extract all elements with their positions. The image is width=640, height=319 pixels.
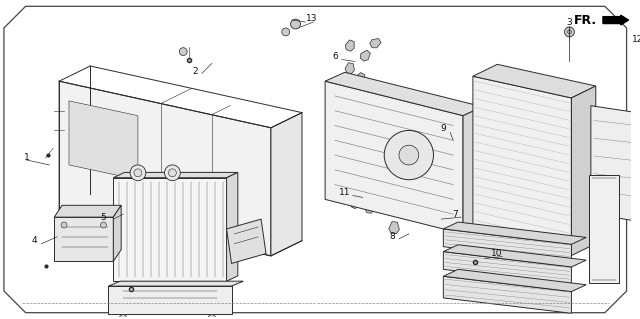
- Circle shape: [634, 46, 640, 54]
- Text: 1: 1: [24, 152, 29, 161]
- Polygon shape: [325, 72, 483, 116]
- Circle shape: [208, 315, 216, 319]
- Text: 2: 2: [192, 67, 198, 76]
- Text: 13: 13: [305, 14, 317, 23]
- Circle shape: [282, 28, 290, 36]
- Polygon shape: [463, 107, 483, 234]
- Text: 9: 9: [440, 124, 446, 133]
- Polygon shape: [227, 172, 238, 281]
- Polygon shape: [346, 40, 354, 51]
- Circle shape: [168, 169, 177, 177]
- Polygon shape: [108, 286, 232, 314]
- Polygon shape: [473, 76, 572, 256]
- Text: 12: 12: [632, 35, 640, 44]
- Polygon shape: [69, 101, 138, 180]
- Polygon shape: [108, 281, 243, 286]
- Text: 7: 7: [452, 210, 458, 219]
- Text: 4: 4: [31, 236, 37, 245]
- Circle shape: [384, 130, 433, 180]
- Polygon shape: [54, 205, 121, 217]
- Polygon shape: [362, 188, 371, 198]
- FancyArrow shape: [603, 15, 628, 25]
- Polygon shape: [444, 269, 586, 292]
- Circle shape: [119, 315, 127, 319]
- Polygon shape: [473, 64, 596, 98]
- Polygon shape: [424, 212, 433, 224]
- Polygon shape: [113, 178, 227, 281]
- Polygon shape: [365, 203, 374, 213]
- Polygon shape: [59, 81, 271, 256]
- Circle shape: [568, 30, 572, 34]
- Text: 10: 10: [491, 249, 502, 258]
- Polygon shape: [351, 198, 359, 209]
- Text: 8: 8: [389, 232, 395, 241]
- Polygon shape: [271, 113, 302, 256]
- Polygon shape: [345, 63, 355, 74]
- Polygon shape: [355, 72, 365, 84]
- Bar: [589, 175, 619, 283]
- Circle shape: [134, 169, 142, 177]
- Text: 3: 3: [566, 18, 572, 26]
- Circle shape: [470, 242, 480, 252]
- Circle shape: [564, 27, 574, 37]
- Circle shape: [61, 222, 67, 228]
- Circle shape: [179, 48, 187, 56]
- Polygon shape: [419, 111, 468, 145]
- Polygon shape: [444, 245, 586, 267]
- Circle shape: [473, 245, 477, 249]
- Circle shape: [291, 19, 301, 29]
- Polygon shape: [444, 276, 572, 313]
- Polygon shape: [444, 222, 586, 244]
- Polygon shape: [227, 219, 266, 263]
- Text: 6: 6: [332, 52, 338, 61]
- Polygon shape: [591, 106, 640, 221]
- Polygon shape: [444, 252, 572, 285]
- Polygon shape: [388, 222, 399, 234]
- Polygon shape: [444, 229, 572, 262]
- Polygon shape: [360, 50, 371, 61]
- Polygon shape: [113, 205, 121, 262]
- Circle shape: [164, 165, 180, 181]
- Polygon shape: [325, 81, 463, 234]
- Polygon shape: [370, 39, 381, 48]
- Text: FR.: FR.: [574, 14, 598, 26]
- Circle shape: [130, 165, 146, 181]
- Text: 11: 11: [339, 188, 351, 197]
- Circle shape: [100, 222, 106, 228]
- Circle shape: [399, 145, 419, 165]
- Polygon shape: [348, 178, 357, 189]
- Polygon shape: [54, 217, 113, 262]
- Polygon shape: [113, 172, 238, 178]
- Polygon shape: [4, 6, 627, 313]
- Text: 5: 5: [100, 213, 106, 222]
- Polygon shape: [572, 86, 596, 256]
